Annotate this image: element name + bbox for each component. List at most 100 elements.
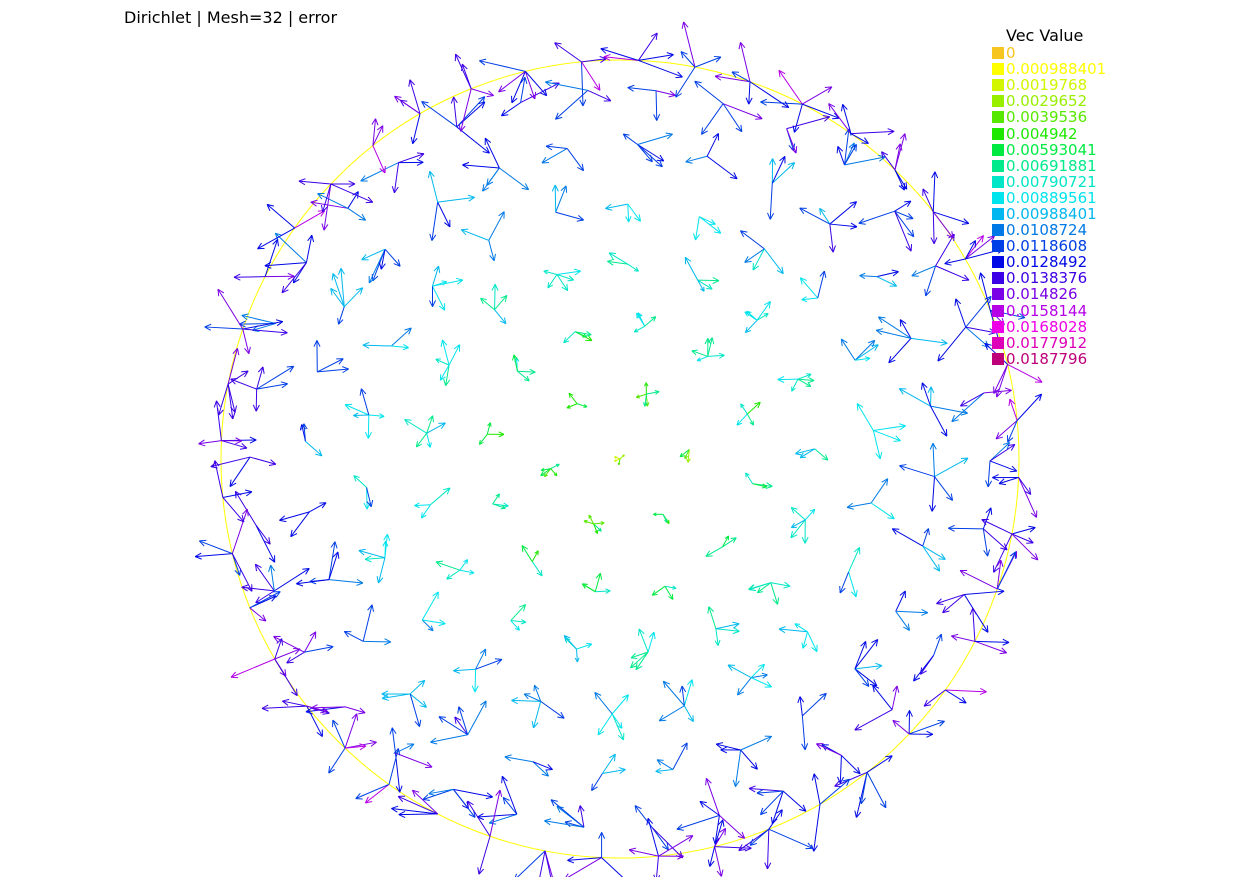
vector-arrow bbox=[769, 183, 773, 220]
vector-arrow bbox=[974, 640, 1007, 654]
vector-arrow bbox=[582, 583, 596, 593]
vector-arrow bbox=[744, 248, 765, 263]
vector-arrow bbox=[782, 790, 807, 812]
vector-arrowhead bbox=[599, 573, 603, 580]
vector-arrowhead bbox=[858, 218, 865, 224]
vector-arrow bbox=[242, 328, 250, 354]
vector-arrowhead bbox=[978, 272, 981, 280]
vector-arrowhead bbox=[529, 371, 536, 376]
vector-arrowhead bbox=[284, 669, 287, 677]
vector-arrowhead bbox=[444, 222, 451, 228]
vector-arrowhead bbox=[709, 860, 715, 867]
vector-arrow bbox=[242, 321, 283, 330]
vector-arrow bbox=[593, 523, 602, 532]
vector-arrowhead bbox=[680, 51, 684, 59]
vector-arrow bbox=[635, 651, 649, 670]
vector-arrowhead bbox=[276, 321, 284, 327]
vector-arrowhead bbox=[581, 163, 585, 171]
vector-arrowhead bbox=[323, 224, 329, 231]
vector-arrowhead bbox=[707, 338, 712, 345]
vector-arrowhead bbox=[593, 86, 601, 91]
vector-arrowhead bbox=[731, 71, 737, 78]
vector-arrowhead bbox=[438, 716, 446, 718]
vector-arrowhead bbox=[1011, 465, 1018, 472]
vector-arrow bbox=[398, 153, 425, 164]
vector-arrow bbox=[701, 103, 724, 135]
vector-arrowhead bbox=[1039, 393, 1043, 401]
vector-arrowhead bbox=[271, 595, 277, 602]
vector-arrowhead bbox=[980, 272, 986, 279]
vector-arrowhead bbox=[262, 614, 267, 622]
vector-arrowhead bbox=[579, 805, 585, 812]
vector-arrow bbox=[894, 200, 912, 212]
vector-arrow bbox=[432, 265, 440, 287]
vector-arrow bbox=[684, 257, 699, 281]
vector-arrowhead bbox=[432, 591, 439, 597]
vector-arrowhead bbox=[363, 502, 368, 510]
vector-arrowhead bbox=[625, 216, 630, 223]
vector-arrowhead bbox=[980, 688, 987, 693]
vector-arrowhead bbox=[419, 705, 427, 708]
vector-arrowhead bbox=[813, 773, 819, 780]
vector-arrowhead bbox=[837, 776, 841, 784]
legend-swatch bbox=[992, 143, 1004, 156]
vector-arrowhead bbox=[1030, 512, 1037, 518]
vector-arrowhead bbox=[515, 628, 520, 631]
vector-arrowhead bbox=[840, 338, 843, 347]
vector-arrowhead bbox=[730, 537, 737, 540]
vector-arrowhead bbox=[233, 273, 241, 278]
vector-arrowhead bbox=[358, 712, 366, 715]
vector-arrowhead bbox=[322, 712, 330, 715]
vector-arrow bbox=[899, 465, 935, 478]
vector-arrowhead bbox=[987, 235, 995, 239]
vector-arrowhead bbox=[921, 382, 928, 389]
vector-arrow bbox=[736, 413, 748, 426]
vector-arrowhead bbox=[775, 809, 783, 814]
vector-arrowhead bbox=[430, 737, 437, 743]
vector-arrowhead bbox=[550, 799, 555, 807]
vector-arrowhead bbox=[819, 270, 825, 277]
vector-arrowhead bbox=[832, 117, 840, 120]
vector-arrowhead bbox=[581, 583, 586, 589]
vector-arrowhead bbox=[797, 696, 801, 704]
vector-arrowhead bbox=[926, 733, 934, 738]
vector-arrowhead bbox=[382, 540, 386, 547]
vector-arrowhead bbox=[653, 874, 656, 877]
vector-arrowhead bbox=[778, 70, 781, 78]
vector-arrow bbox=[520, 77, 526, 103]
vector-arrowhead bbox=[696, 357, 701, 361]
vector-arrowhead bbox=[679, 455, 685, 458]
vector-arrowhead bbox=[514, 873, 518, 877]
vector-arrow bbox=[492, 493, 500, 505]
vector-arrow bbox=[638, 628, 649, 653]
vector-arrow bbox=[455, 53, 472, 89]
vector-arrow bbox=[707, 354, 725, 357]
vector-arrowhead bbox=[353, 415, 359, 419]
vector-arrow bbox=[802, 693, 827, 717]
vector-arrowhead bbox=[511, 697, 519, 701]
vector-arrowhead bbox=[541, 773, 549, 777]
vector-arrowhead bbox=[282, 700, 289, 706]
vector-arrow bbox=[870, 478, 889, 504]
vector-arrow bbox=[683, 21, 696, 68]
vector-arrow bbox=[511, 699, 541, 702]
vector-arrowhead bbox=[764, 301, 771, 306]
vector-arrowhead bbox=[638, 628, 645, 635]
vector-arrow bbox=[932, 211, 954, 239]
vector-arrow bbox=[362, 344, 392, 347]
vector-arrowhead bbox=[837, 146, 844, 152]
vector-arrowhead bbox=[576, 219, 584, 222]
vector-arrowhead bbox=[995, 390, 998, 398]
vector-arrowhead bbox=[777, 375, 785, 381]
vector-arrowhead bbox=[486, 146, 490, 154]
vector-arrowhead bbox=[859, 272, 866, 277]
vector-arrow bbox=[934, 457, 969, 478]
vector-arrowhead bbox=[807, 842, 813, 849]
legend-entry: 0.0168028 bbox=[992, 319, 1132, 335]
vector-arrowhead bbox=[391, 808, 398, 813]
vector-arrowhead bbox=[799, 277, 803, 285]
vector-arrow bbox=[566, 148, 584, 171]
vector-arrowhead bbox=[486, 95, 494, 98]
vector-arrow bbox=[266, 203, 295, 229]
vector-arrowhead bbox=[330, 287, 338, 293]
